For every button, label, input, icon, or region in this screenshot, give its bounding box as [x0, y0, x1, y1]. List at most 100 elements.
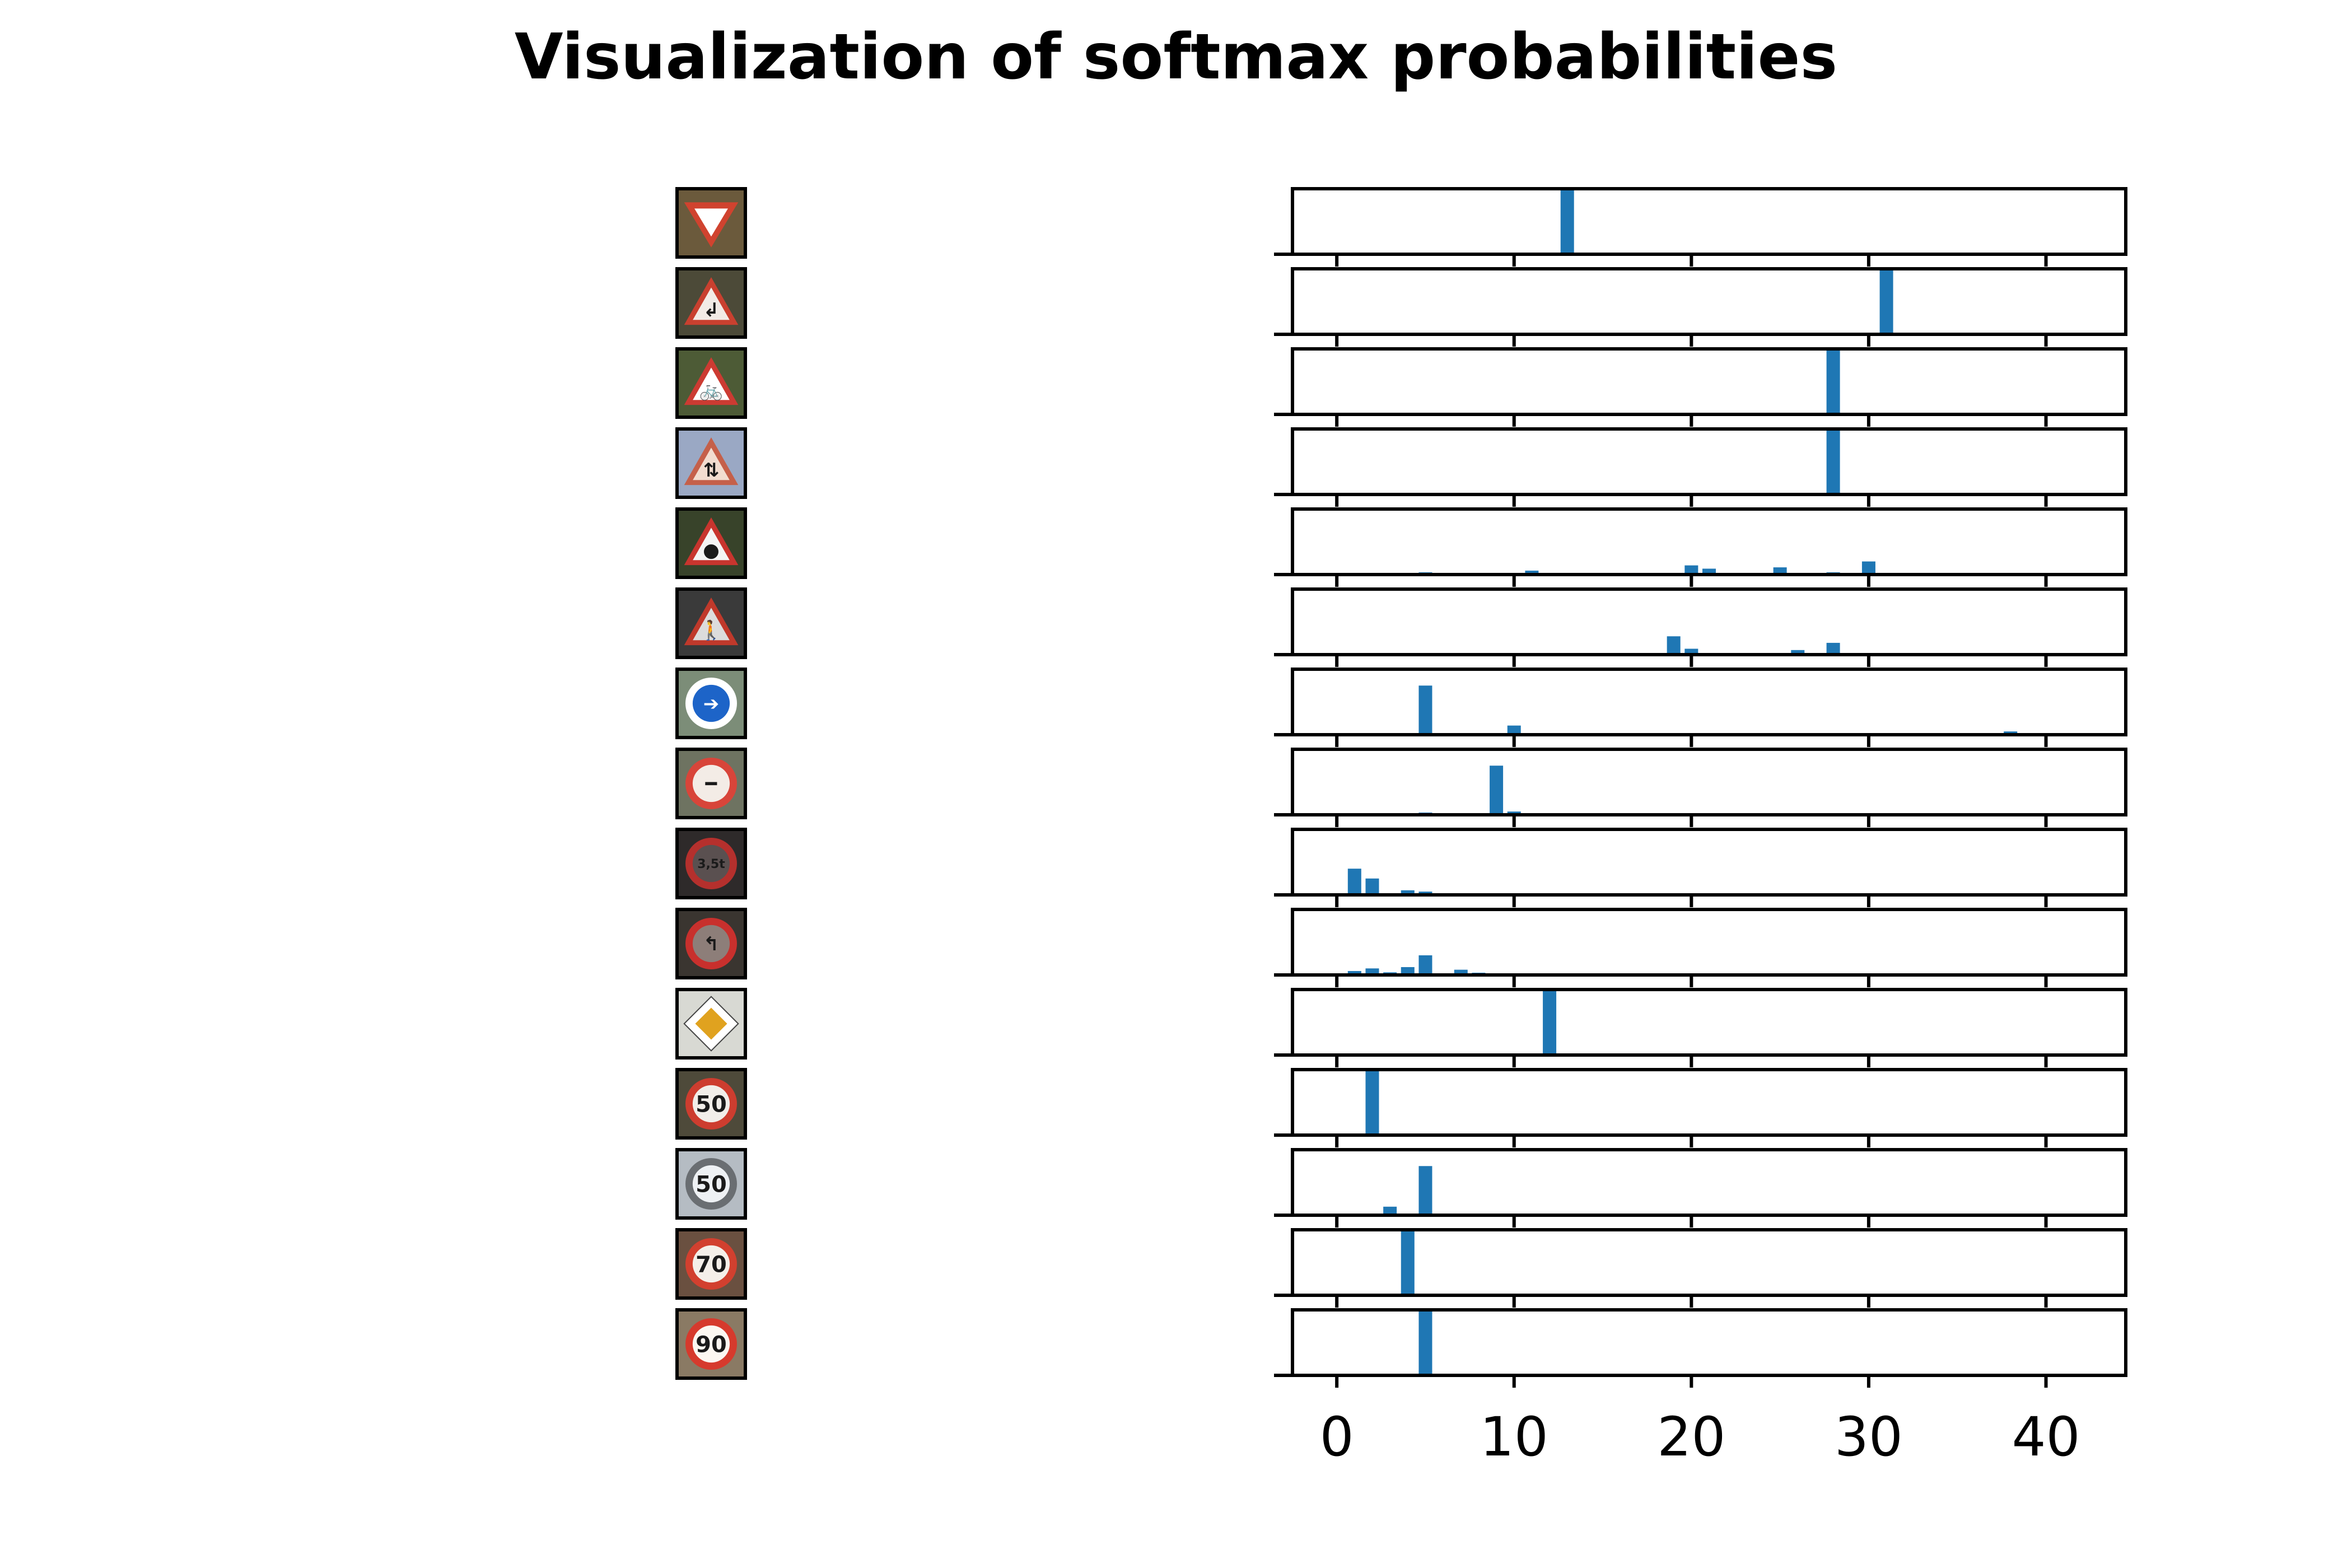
thumbnail-frame: [675, 187, 747, 259]
sign-thumbnails: ↲ 🚲 ⇅ ● 🚶 ➔ ━ 3,5t ↰ 50 50 70 90: [675, 187, 747, 1380]
bar-class-5: [1418, 955, 1432, 975]
bar-class-28: [1826, 349, 1840, 414]
bar-class-25: [1773, 567, 1787, 575]
sign-symbol: 🚶: [699, 619, 723, 642]
panel-14: [1274, 1228, 2127, 1308]
bar-class-1: [1347, 869, 1361, 895]
sign-face: [692, 1165, 730, 1203]
panel-10: [1274, 908, 2127, 987]
bar-class-21: [1702, 568, 1716, 575]
sign-face: [694, 208, 728, 237]
thumbnail-frame: [675, 988, 747, 1060]
sign-face: [692, 1085, 730, 1123]
sign-symbol: 50: [696, 1172, 727, 1197]
thumbnail-frame: [675, 908, 747, 979]
panel-frame: [1291, 347, 2127, 416]
sign-thumbnail-priority-road: [675, 988, 747, 1060]
bar-class-5: [1418, 1310, 1432, 1375]
panel-5: [1274, 507, 2127, 587]
sign-face: [693, 528, 730, 561]
panel-frame: [1291, 748, 2127, 816]
sign-symbol: 🚲: [699, 379, 723, 402]
panel-background: [1292, 829, 2126, 895]
panel-frame: [1291, 587, 2127, 656]
thumbnail-frame: [675, 267, 747, 339]
panel-11: [1274, 988, 2127, 1067]
panel-frame: [1291, 668, 2127, 736]
panel-background: [1292, 990, 2126, 1055]
bar-class-13: [1560, 189, 1574, 254]
x-tick-label: 10: [1480, 1406, 1548, 1468]
panel-background: [1292, 1230, 2126, 1295]
thumbnail-frame: [675, 347, 747, 419]
panel-background: [1292, 349, 2126, 414]
thumbnail-frame: [675, 1068, 747, 1140]
panel-7: [1274, 668, 2127, 747]
sign-thumbnail-bicycle-crossing: 🚲: [675, 347, 747, 419]
sign-thumbnail-weight-limit-3-5t: 3,5t: [675, 828, 747, 899]
probability-panels: [1274, 187, 2127, 1388]
sign-symbol: 3,5t: [697, 857, 725, 871]
panel-background: [1292, 509, 2126, 575]
panel-frame: [1291, 1068, 2127, 1137]
panel-background: [1292, 589, 2126, 655]
x-axis: 0 10 20 30 40: [1320, 1406, 2080, 1468]
sign-face: [693, 287, 730, 320]
x-tick-label: 30: [1835, 1406, 1903, 1468]
x-tick-label: 0: [1320, 1406, 1354, 1468]
bar-class-7: [1454, 969, 1468, 975]
panel-background: [1292, 269, 2126, 334]
thumbnail-frame: [675, 507, 747, 579]
bar-class-5: [1418, 1166, 1432, 1215]
bar-class-9: [1490, 766, 1504, 815]
panel-frame: [1291, 267, 2127, 336]
panel-frame: [1291, 908, 2127, 977]
panel-1: [1274, 187, 2127, 267]
panel-background: [1292, 749, 2126, 815]
bar-class-30: [1861, 561, 1875, 575]
sign-symbol: ⇅: [703, 459, 720, 482]
thumbnail-frame: [675, 427, 747, 499]
sign-thumbnail-yield: [675, 187, 747, 259]
panel-background: [1292, 429, 2126, 494]
panel-background: [1292, 1310, 2126, 1375]
bar-class-4: [1401, 1230, 1415, 1295]
bar-class-11: [1525, 570, 1539, 575]
panel-frame: [1291, 1228, 2127, 1297]
sign-symbol: ➔: [703, 693, 720, 715]
sign-face: [692, 764, 730, 802]
panel-background: [1292, 669, 2126, 735]
bar-class-12: [1543, 990, 1557, 1055]
panel-background: [1292, 909, 2126, 975]
bar-class-2: [1365, 968, 1379, 975]
bar-class-10: [1507, 725, 1521, 735]
panel-frame: [1291, 1148, 2127, 1217]
sign-symbol: 50: [696, 1091, 727, 1117]
panel-frame: [1291, 1308, 2127, 1377]
bar-class-28: [1826, 642, 1840, 655]
bar-class-31: [1879, 269, 1893, 334]
thumbnail-frame: [675, 668, 747, 739]
thumbnail-frame: [675, 748, 747, 819]
bar-class-2: [1365, 878, 1379, 895]
sign-symbol: 90: [696, 1332, 727, 1357]
sign-thumbnail-end-speed-limit-50: 50: [675, 1148, 747, 1220]
sign-symbol: ●: [703, 539, 720, 562]
thumbnail-frame: [675, 1228, 747, 1300]
sign-thumbnail-traffic-signals: ●: [675, 507, 747, 579]
panel-9: [1274, 828, 2127, 907]
panel-6: [1274, 587, 2127, 667]
sign-thumbnail-curve-left: ↲: [675, 267, 747, 339]
sign-thumbnail-no-left-turn: ↰: [675, 908, 747, 979]
sign-face: [692, 925, 730, 963]
panel-12: [1274, 1068, 2127, 1147]
thumbnail-frame: [675, 587, 747, 659]
bar-class-4: [1401, 967, 1415, 975]
sign-face: [693, 367, 730, 400]
panel-frame: [1291, 427, 2127, 496]
panel-background: [1292, 1070, 2126, 1135]
bar-class-3: [1383, 1206, 1397, 1215]
sign-thumbnail-two-way-traffic: ⇅: [675, 427, 747, 499]
bar-class-1: [1347, 970, 1361, 975]
